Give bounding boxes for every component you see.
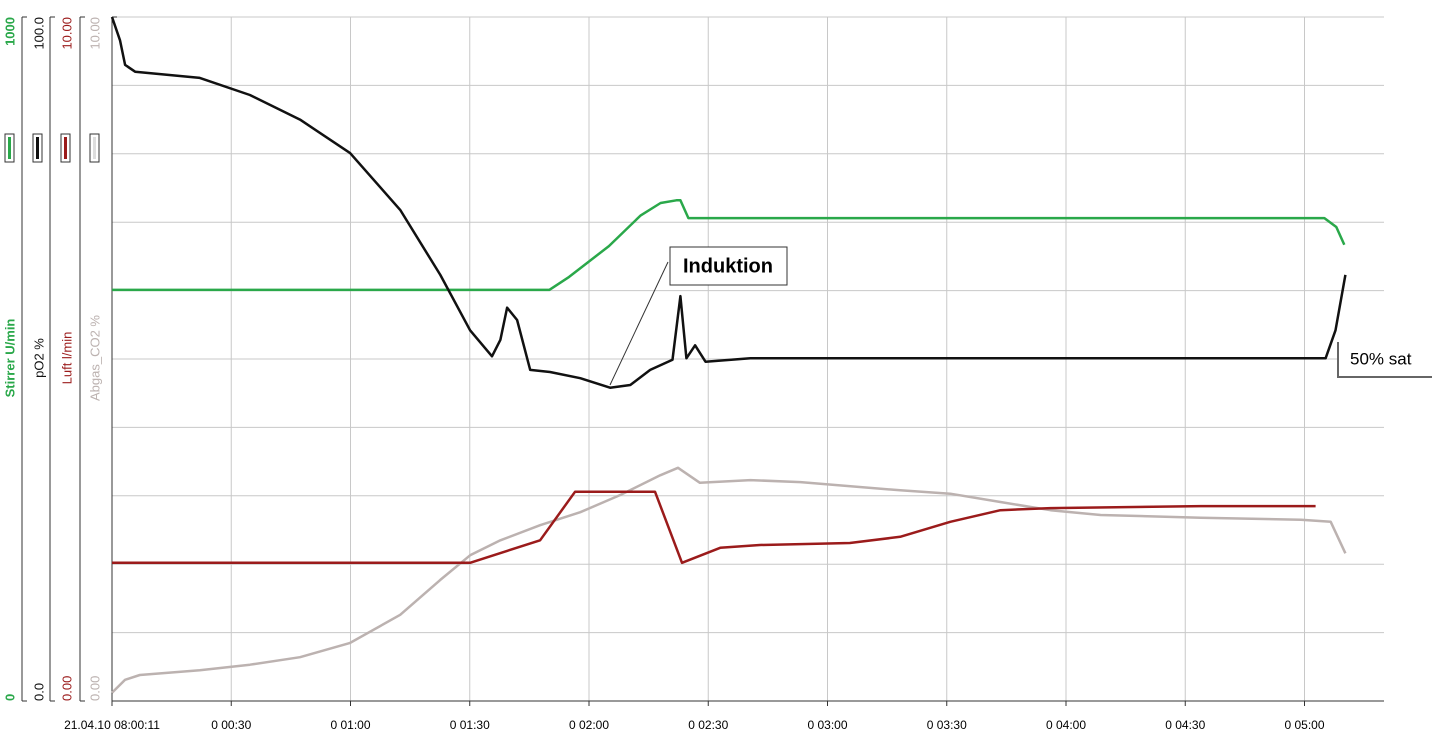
y-axis-label: Luft l/min [59, 332, 74, 385]
y-tick-label: 0.0 [31, 683, 46, 701]
series-line [112, 490, 1316, 565]
y-tick-label: 100.0 [31, 17, 46, 50]
series-line [110, 16, 1347, 389]
x-tick-label: 0 03:00 [807, 718, 847, 732]
x-tick-label: 0 04:30 [1165, 718, 1205, 732]
x-tick-label: 0 03:30 [927, 718, 967, 732]
y-tick-label: 0.00 [87, 676, 102, 701]
y-axis-label: Abgas_CO2 % [87, 315, 102, 401]
annotation-sat: 50% sat [1337, 342, 1432, 378]
axis-markers [4, 133, 100, 163]
x-tick-label: 0 02:30 [688, 718, 728, 732]
y-tick-label: 0.00 [59, 676, 74, 701]
y-tick-label: 0 [2, 694, 17, 701]
y-tick-label: 1000 [2, 17, 17, 46]
x-tick-label: 0 05:00 [1284, 718, 1324, 732]
x-tick-label: 0 04:00 [1046, 718, 1086, 732]
y-axis-label: Stirrer U/min [2, 319, 17, 398]
x-tick-label: 0 02:00 [569, 718, 609, 732]
x-tick-label: 0 00:30 [211, 718, 251, 732]
y-tick-label: 10.00 [87, 17, 102, 50]
x-tick-label: 0 01:00 [330, 718, 370, 732]
annotation: Induktion [683, 255, 773, 277]
annotation: 50% sat [1350, 349, 1412, 368]
series-line [111, 466, 1347, 694]
y-tick-label: 10.00 [59, 17, 74, 50]
annotation-induktion: Induktion [609, 246, 788, 386]
series-line [112, 199, 1346, 292]
y-axis-label: pO2 % [31, 338, 46, 378]
x-tick-label: 0 01:30 [450, 718, 490, 732]
x-tick-label: 21.04.10 08:00:11 [64, 718, 160, 732]
